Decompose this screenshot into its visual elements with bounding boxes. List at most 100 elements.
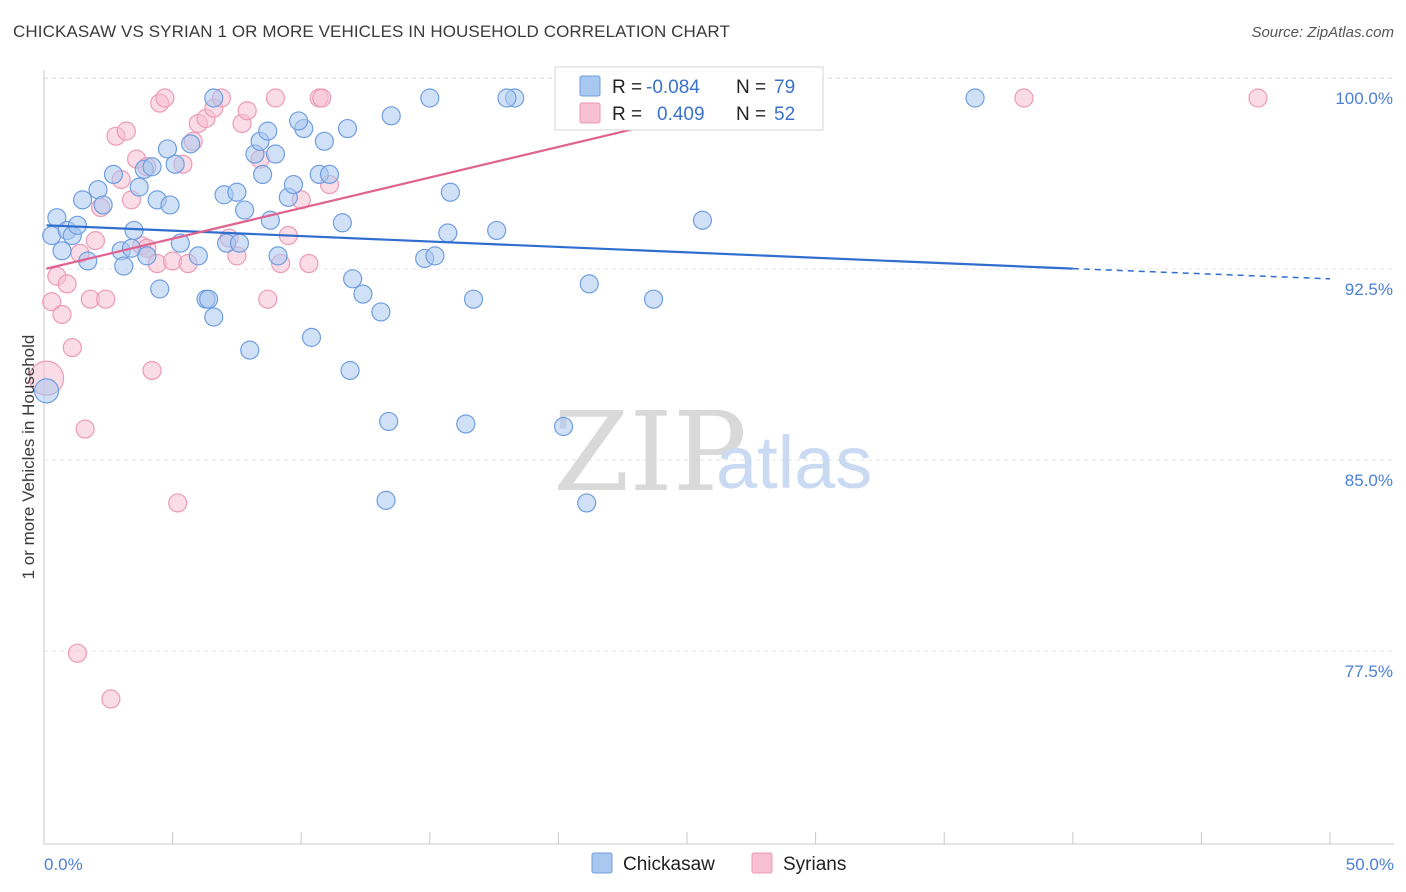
- chickasaw-point[interactable]: [289, 111, 309, 131]
- chickasaw-point[interactable]: [103, 164, 124, 184]
- syrians-point[interactable]: [237, 101, 257, 121]
- x-tick-label-max: 50.0%: [1346, 855, 1394, 874]
- chickasaw-point[interactable]: [487, 220, 507, 241]
- chickasaw-point[interactable]: [165, 154, 185, 174]
- chickasaw-point[interactable]: [643, 289, 664, 309]
- legend-syrians-n-label: N =: [736, 104, 766, 125]
- chickasaw-point[interactable]: [314, 131, 334, 151]
- x-axis-ticks: [43, 832, 1331, 844]
- chickasaw-point[interactable]: [204, 307, 224, 327]
- chart-title: CHICKASAW VS SYRIAN 1 OR MORE VEHICLES I…: [13, 22, 730, 41]
- syrians-point[interactable]: [265, 88, 286, 108]
- chickasaw-point[interactable]: [353, 284, 373, 304]
- chickasaw-point[interactable]: [577, 493, 597, 513]
- series-legend-chickasaw-swatch[interactable]: [591, 852, 613, 874]
- y-tick-label: 77.5%: [1345, 662, 1393, 681]
- chickasaw-point[interactable]: [33, 378, 60, 404]
- chickasaw-point[interactable]: [553, 416, 574, 437]
- syrians-point[interactable]: [101, 689, 121, 709]
- syrians-point[interactable]: [258, 289, 278, 309]
- grid-lines: [44, 77, 1394, 652]
- series-legend-syrians-swatch[interactable]: [751, 852, 773, 874]
- syrians-point[interactable]: [42, 292, 62, 312]
- syrians-point[interactable]: [312, 88, 332, 108]
- syrians-point[interactable]: [155, 88, 175, 108]
- legend-syrians-n-value: 52: [774, 104, 795, 125]
- chickasaw-point[interactable]: [371, 302, 391, 322]
- chickasaw-point[interactable]: [240, 340, 260, 360]
- chickasaw-point[interactable]: [199, 289, 219, 309]
- series-legend[interactable]: Chickasaw Syrians: [591, 852, 846, 875]
- chickasaw-point[interactable]: [425, 246, 445, 266]
- stats-legend: R = -0.084 N = 79 R = 0.409 N = 52: [554, 66, 824, 131]
- chickasaw-point[interactable]: [188, 246, 208, 266]
- y-tick-label: 100.0%: [1335, 89, 1393, 108]
- chickasaw-point[interactable]: [440, 182, 460, 202]
- x-tick-label-min: 0.0%: [44, 855, 83, 874]
- chickasaw-point[interactable]: [376, 490, 396, 510]
- y-axis-label: 1 or more Vehicles in Household: [19, 335, 38, 580]
- chickasaw-point[interactable]: [181, 134, 201, 154]
- chickasaw-point[interactable]: [253, 164, 273, 184]
- syrians-point[interactable]: [85, 231, 106, 251]
- chickasaw-point[interactable]: [579, 274, 599, 294]
- chickasaw-point[interactable]: [332, 213, 352, 233]
- syrians-point[interactable]: [57, 274, 77, 294]
- syrians-point[interactable]: [299, 253, 319, 274]
- chickasaw-point[interactable]: [142, 157, 162, 177]
- syrians-point[interactable]: [168, 493, 188, 513]
- y-tick-label: 85.0%: [1345, 471, 1393, 490]
- chickasaw-point[interactable]: [420, 88, 440, 108]
- chart-source: Source: ZipAtlas.com: [1251, 24, 1394, 41]
- chickasaw-point[interactable]: [268, 246, 288, 266]
- chickasaw-point[interactable]: [463, 289, 484, 309]
- chickasaw-point[interactable]: [965, 88, 985, 108]
- chickasaw-point[interactable]: [137, 246, 157, 266]
- chickasaw-point[interactable]: [265, 144, 286, 164]
- chickasaw-point[interactable]: [72, 190, 93, 210]
- chickasaw-point[interactable]: [301, 327, 322, 347]
- series-legend-syrians-label[interactable]: Syrians: [783, 854, 846, 875]
- chickasaw-point[interactable]: [52, 241, 72, 261]
- syrians-point[interactable]: [75, 419, 95, 439]
- chickasaw-point[interactable]: [283, 174, 304, 195]
- chickasaw-point[interactable]: [124, 220, 144, 241]
- chickasaw-point[interactable]: [150, 279, 170, 299]
- syrians-point[interactable]: [1014, 88, 1034, 108]
- chickasaw-point[interactable]: [381, 106, 401, 126]
- chickasaw-point[interactable]: [129, 177, 149, 197]
- chickasaw-point[interactable]: [204, 88, 224, 108]
- chickasaw-point[interactable]: [379, 411, 399, 432]
- series-legend-chickasaw-label[interactable]: Chickasaw: [623, 854, 715, 875]
- chickasaw-point[interactable]: [114, 256, 134, 276]
- chickasaw-point[interactable]: [497, 88, 517, 108]
- syrians-point[interactable]: [62, 337, 82, 358]
- chickasaw-point[interactable]: [160, 195, 180, 215]
- chickasaw-point[interactable]: [227, 182, 247, 202]
- legend-syrians-swatch: [579, 102, 601, 124]
- chickasaw-point[interactable]: [319, 164, 340, 184]
- legend-chickasaw-n-label: N =: [736, 77, 766, 98]
- chickasaw-point[interactable]: [692, 210, 713, 230]
- chickasaw-point[interactable]: [343, 269, 363, 289]
- legend-syrians-r-value: 0.409: [657, 104, 705, 125]
- syrians-point[interactable]: [67, 643, 88, 663]
- syrians-point[interactable]: [116, 121, 136, 141]
- chickasaw-point[interactable]: [258, 121, 278, 141]
- chickasaw-point[interactable]: [229, 233, 250, 253]
- chickasaw-point[interactable]: [438, 223, 458, 243]
- syrians-point[interactable]: [142, 360, 162, 381]
- chickasaw-point[interactable]: [235, 200, 255, 220]
- chickasaw-point[interactable]: [340, 360, 360, 381]
- chickasaw-point[interactable]: [157, 139, 178, 159]
- chickasaw-trend-extension: [1072, 267, 1331, 280]
- syrians-point[interactable]: [96, 289, 116, 309]
- syrians-point[interactable]: [1248, 88, 1268, 108]
- chickasaw-point[interactable]: [93, 195, 113, 215]
- syrians-point[interactable]: [52, 304, 72, 325]
- chickasaw-point[interactable]: [456, 414, 476, 434]
- legend-syrians-r-label: R =: [612, 104, 642, 125]
- legend-chickasaw-r-value: -0.084: [646, 77, 700, 98]
- chickasaw-point[interactable]: [337, 118, 358, 139]
- watermark-atlas: atlas: [716, 421, 872, 504]
